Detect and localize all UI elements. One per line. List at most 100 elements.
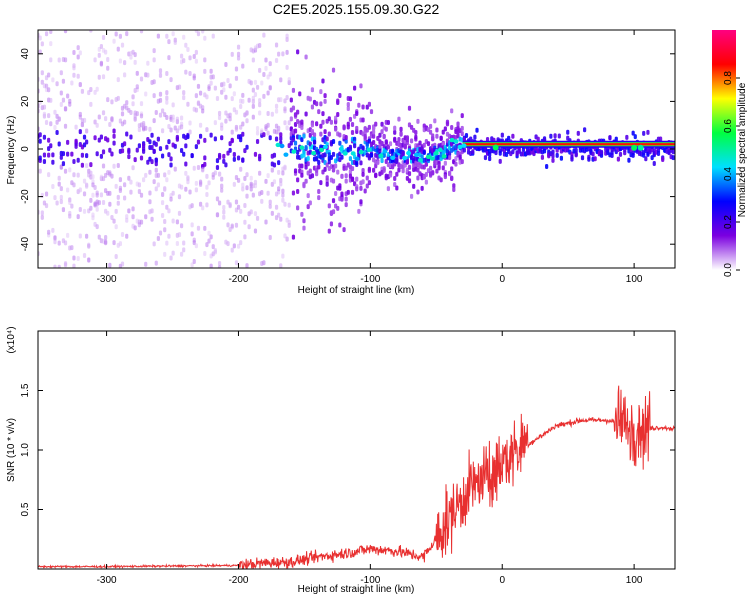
heatmap-cell [182,95,186,101]
heatmap-cell [412,183,416,189]
heatmap-cell [135,70,139,76]
heatmap-cell [205,202,209,208]
heatmap-cell [652,160,656,166]
heatmap-cell [59,186,63,192]
heatmap-cell [116,200,120,206]
heatmap-cell [106,137,110,143]
heatmap-cell [203,161,207,167]
heatmap-cell [205,127,209,133]
heatmap-cell [253,228,258,234]
heatmap-cell [264,126,268,132]
heatmap-cell [355,160,359,166]
heatmap-cell [108,201,112,207]
heatmap-cell [175,134,179,140]
heatmap-cell [78,82,82,88]
heatmap-cell [355,176,359,182]
heatmap-cell [224,118,228,124]
heatmap-cell [68,167,72,173]
heatmap-cell [255,215,260,221]
x-tick-label: -300 [97,575,117,586]
heatmap-cell [38,155,42,161]
heatmap-cell [220,187,224,193]
heatmap-cell [70,151,74,157]
heatmap-cell [108,122,112,128]
heatmap-cell [268,71,272,77]
heatmap-cell [445,121,450,127]
heatmap-cell [49,121,53,127]
heatmap-cell [171,31,175,37]
heatmap-cell [72,263,76,268]
heatmap-cell [127,149,131,155]
heatmap-cell [277,125,281,131]
heatmap-cell [201,166,205,172]
colorbar-label: Normalized spectral amplitude [737,82,748,217]
heatmap-cell [234,109,239,115]
heatmap-cell [435,127,439,133]
heatmap-cell [464,132,469,138]
heatmap-cell [346,121,350,127]
heatmap-cell [593,156,597,162]
heatmap-cell [285,49,289,55]
heatmap-cell [251,87,255,93]
heatmap-cell [61,161,66,167]
heatmap-cell [428,165,433,171]
heatmap-cell [407,164,412,170]
colorbar-ticks: 0.0 0.2 0.4 0.6 0.8 [723,71,740,277]
heatmap-cell [177,210,182,216]
heatmap-cell [163,219,167,225]
heatmap-cell [372,133,376,139]
heatmap-cell [127,154,131,160]
heatmap-cell [234,126,239,132]
heatmap-cell [428,123,433,129]
heatmap-cell [232,243,236,249]
heatmap-cell [420,154,424,160]
snr-series-line [38,385,675,569]
heatmap-cell [380,140,384,146]
heatmap-cell [99,134,104,140]
heatmap-cell [70,245,74,251]
heatmap-cell [152,148,156,154]
heatmap-cell [424,172,428,178]
heatmap-cell [296,205,300,211]
heatmap-cell [203,225,207,231]
heatmap-cell [49,41,53,47]
heatmap-cell [89,205,93,211]
heatmap-cell [118,241,122,247]
heatmap-cell [323,129,327,135]
heatmap-cell [87,243,91,249]
y-tick-label: 1.5 [20,383,31,397]
heatmap-cell [262,71,266,77]
heatmap-cell [230,137,234,143]
heatmap-cell [61,97,66,103]
heatmap-cell [63,57,68,63]
heatmap-cell [623,150,627,156]
heatmap-cell [118,33,122,39]
heatmap-cell [239,124,243,130]
heatmap-cell [308,96,312,102]
heatmap-cell [369,152,374,158]
heatmap-cell [108,190,112,196]
heatmap-cell [327,159,331,165]
heatmap-cell [262,132,266,138]
heatmap-cell [243,202,247,208]
heatmap-cell [53,109,57,115]
heatmap-cell [378,132,382,138]
heatmap-cell [209,234,213,240]
heatmap-cell [296,188,300,194]
heatmap-cell [106,210,110,216]
heatmap-cell [152,79,156,85]
heatmap-cell [494,150,498,156]
heatmap-cell [123,60,127,66]
heatmap-cell [418,140,422,146]
heatmap-cell [152,93,156,99]
heatmap-cell [475,127,479,133]
heatmap-cell [217,171,222,177]
heatmap-cell [281,188,285,194]
heatmap-cell [175,240,179,246]
heatmap-cell [260,128,264,134]
heatmap-cell [163,227,167,233]
heatmap-cell [110,116,114,122]
heatmap-cell [372,140,376,146]
heatmap-blob [279,143,285,149]
